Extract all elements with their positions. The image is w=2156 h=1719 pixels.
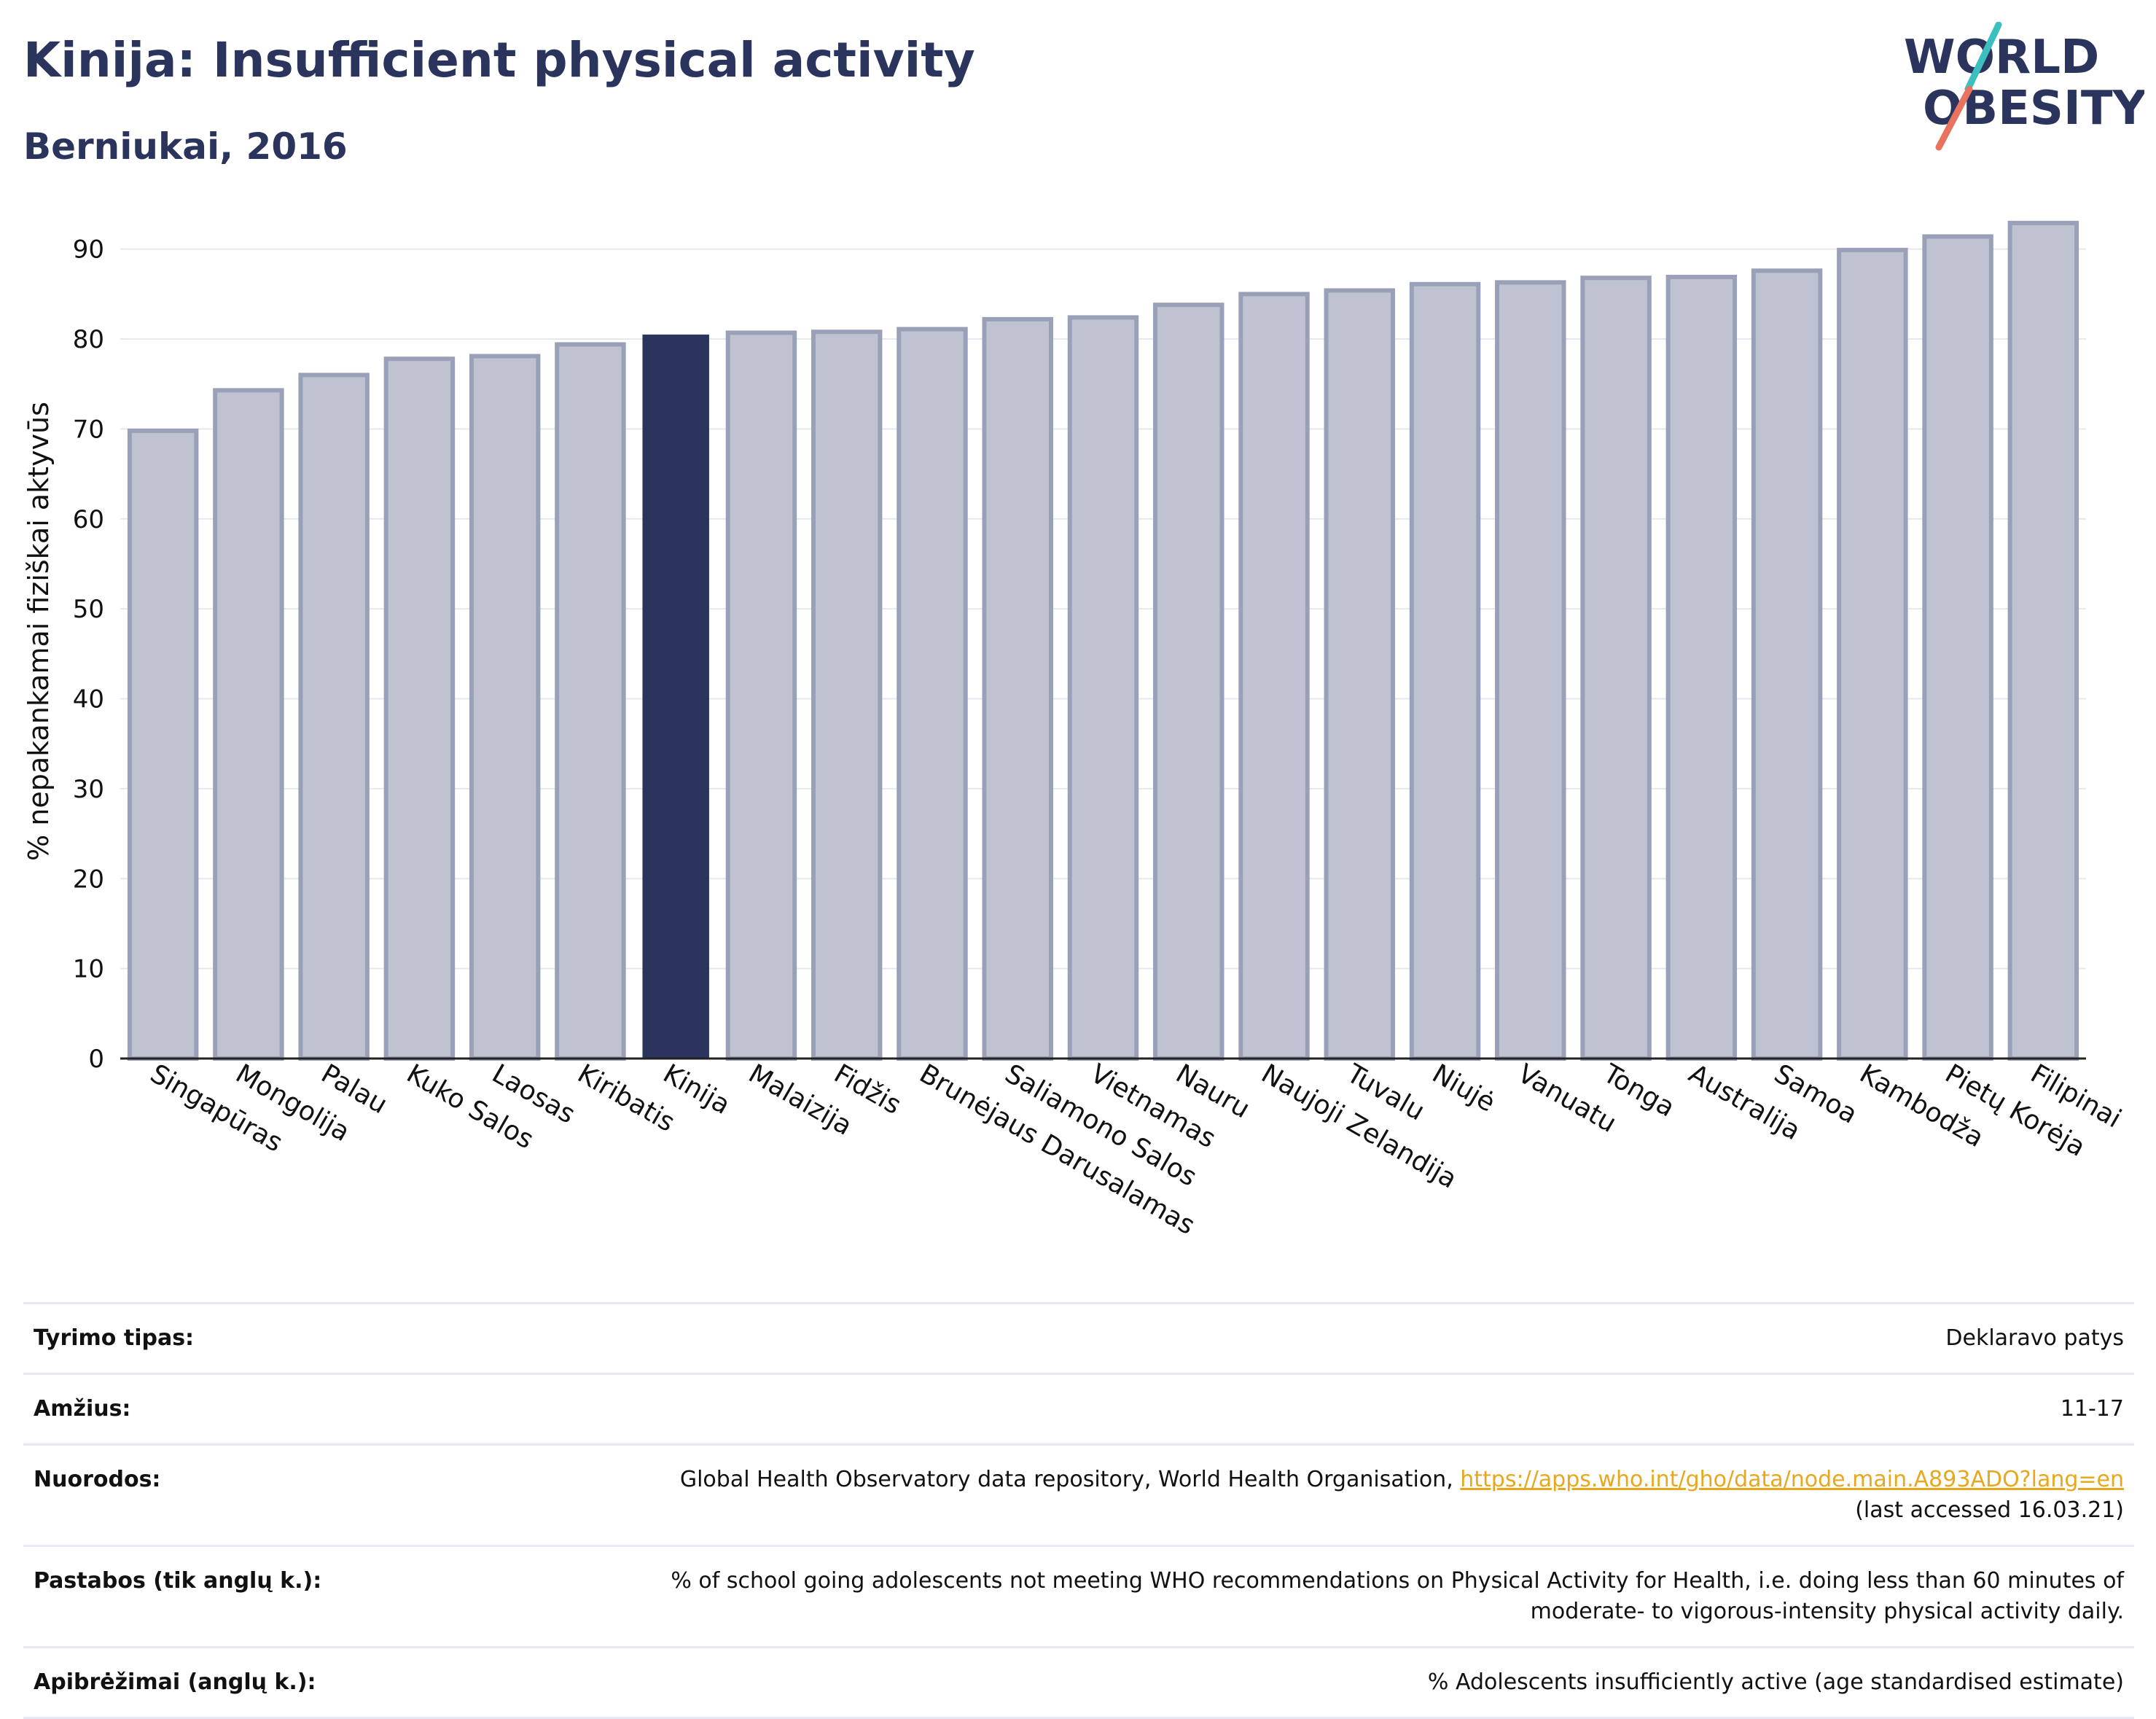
chart-title: Kinija: Insufficient physical activity: [23, 32, 975, 88]
bar-tonga: [1580, 276, 1652, 1061]
bar-kuko-salos: [383, 356, 456, 1061]
bar-singapūras: [127, 428, 199, 1061]
y-tick-label: 40: [73, 685, 104, 714]
bar-pietų-korėja: [1922, 234, 1993, 1061]
y-tick-label: 20: [73, 865, 104, 894]
notes-label: Pastabos (tik anglų k.):: [34, 1568, 322, 1594]
bar-tuvalu: [1324, 288, 1396, 1061]
bar-chart: 0 10 20 30 40 50 60 70 80 90 SingapūrasMongolijaP…: [23, 220, 2126, 1241]
bar-vanuatu: [1495, 280, 1566, 1061]
bar-samoa: [1751, 268, 1823, 1061]
bar-nauru: [1153, 303, 1225, 1061]
logo-text-world: WORLD: [1904, 31, 2099, 85]
bar-niujė: [1409, 281, 1481, 1061]
bar-filipinai: [2007, 220, 2079, 1061]
refs-label: Nuorodos:: [34, 1467, 161, 1492]
y-axis-title: % nepakankamai fiziškai aktyvūs: [23, 402, 55, 861]
y-tick-label: 0: [88, 1045, 104, 1074]
age-label: Amžius:: [34, 1396, 131, 1422]
bar-naujoji-zelandija: [1238, 292, 1310, 1061]
defs-label: Apibrėžimai (anglų k.):: [34, 1669, 316, 1695]
bar-saliamono-salos: [982, 316, 1053, 1061]
bar-kinija: [642, 334, 709, 1059]
notes-value: % of school going adolescents not meetin…: [554, 1546, 2134, 1648]
info-row-notes: Pastabos (tik anglų k.): % of school goi…: [23, 1545, 2134, 1648]
refs-text: Global Health Observatory data repositor…: [679, 1467, 1461, 1492]
y-tick-label: 50: [73, 595, 104, 624]
defs-value: % Adolescents insufficiently active (age…: [1427, 1669, 2124, 1695]
notes-line1: % of school going adolescents not meetin…: [671, 1568, 2124, 1594]
x-tick-label: Niujė: [1427, 1059, 1500, 1118]
bar-fidžis: [811, 330, 883, 1061]
refs-accessed: (last accessed 16.03.21): [1855, 1497, 2124, 1523]
bar-kambodža: [1837, 247, 1908, 1061]
refs-link[interactable]: https://apps.who.int/gho/data/node.main.…: [1460, 1467, 2124, 1492]
y-tick-label: 70: [73, 415, 104, 444]
x-tick-label: Vanuatu: [1512, 1059, 1621, 1139]
refs-value: Global Health Observatory data repositor…: [554, 1445, 2134, 1546]
info-table: Tyrimo tipas: Deklaravo patys Amžius: 11…: [23, 1302, 2134, 1719]
y-axis-ticks: 0 10 20 30 40 50 60 70 80 90: [73, 235, 104, 1074]
bar-laosas: [469, 354, 541, 1061]
bar-malaizija: [725, 330, 797, 1061]
y-tick-label: 30: [73, 775, 104, 804]
bars: [127, 220, 2079, 1061]
bar-kiribatis: [555, 342, 626, 1061]
y-tick-label: 60: [73, 505, 104, 534]
chart-subtitle: Berniukai, 2016: [23, 125, 348, 168]
logo-slash-coral: [1935, 85, 1973, 151]
info-row-age: Amžius: 11-17: [23, 1373, 2134, 1445]
age-value: 11-17: [2060, 1396, 2124, 1422]
info-row-survey: Tyrimo tipas: Deklaravo patys: [23, 1303, 2134, 1374]
bar-mongolija: [213, 388, 284, 1061]
survey-label: Tyrimo tipas:: [34, 1325, 195, 1351]
y-tick-label: 10: [73, 955, 104, 984]
info-row-definitions: Apibrėžimai (anglų k.): % Adolescents in…: [23, 1647, 2134, 1718]
survey-value: Deklaravo patys: [1945, 1325, 2124, 1351]
notes-line2: moderate- to vigorous-intensity physical…: [1530, 1599, 2124, 1624]
y-tick-label: 80: [73, 325, 104, 354]
bar-australija: [1665, 274, 1738, 1061]
bar-vietnamas: [1067, 315, 1139, 1061]
bar-brunėjaus-darusalamas: [897, 327, 968, 1061]
bar-palau: [298, 373, 370, 1061]
world-obesity-logo: WORLD OBESITY: [1904, 22, 2144, 151]
y-tick-label: 90: [73, 235, 104, 265]
logo-slash-teal: [1964, 22, 2002, 93]
info-row-references: Nuorodos: Global Health Observatory data…: [23, 1444, 2134, 1546]
x-tick-label: Kiribatis: [572, 1059, 679, 1138]
